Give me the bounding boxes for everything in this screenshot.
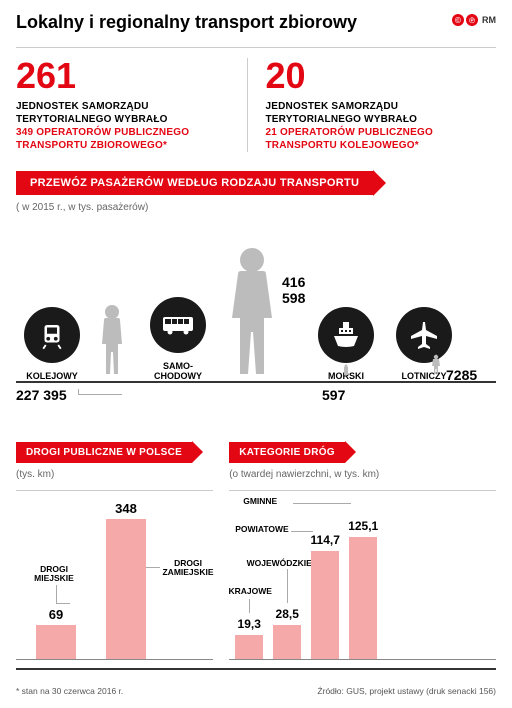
transport-banner: PRZEWÓZ PASAŻERÓW WEDŁUG RODZAJU TRANSPO… (16, 170, 496, 196)
bar-gmin: 125,1 GMINNE (349, 537, 377, 659)
stat-col-2: 20 JEDNOSTEK SAMORZĄDU TERYTORIALNEGO WY… (248, 58, 497, 152)
transport-item-rail: KOLEJOWY (16, 307, 88, 381)
top-stats: 261 JEDNOSTEK SAMORZĄDU TERYTORIALNEGO W… (16, 58, 496, 152)
person-figure-car: 416 598 (220, 246, 284, 381)
bar-miejskie: 69 DROGIMIEJSKIE (36, 625, 76, 659)
person-figure-rail (94, 304, 130, 381)
divider (16, 47, 496, 48)
rail-value: 227 395 (16, 387, 67, 403)
attribution: © ℗ RM (452, 14, 496, 26)
ship-icon (318, 307, 374, 363)
bar-zamiejskie: 348 DROGIZAMIEJSKIE (106, 519, 146, 659)
banner-arrow-icon (373, 170, 386, 196)
stat-number: 261 (16, 58, 235, 94)
sea-value: 597 (322, 387, 345, 403)
categories-chart: KATEGORIE DRÓG (o twardej nawierzchni, w… (229, 441, 496, 660)
copyright-badge: © (452, 14, 464, 26)
charts-row: DROGI PUBLICZNE W POLSCE (tys. km) 69 DR… (16, 441, 496, 660)
stat-label: JEDNOSTEK SAMORZĄDU TERYTORIALNEGO WYBRA… (266, 100, 485, 152)
transport-sub: ( w 2015 r., w tys. pasażerów) (16, 202, 496, 213)
stat-number: 20 (266, 58, 485, 94)
stat-col-1: 261 JEDNOSTEK SAMORZĄDU TERYTORIALNEGO W… (16, 58, 248, 152)
banner-arrow-icon (345, 441, 356, 463)
car-value: 416 598 (282, 274, 305, 306)
footnote-right: Źródło: GUS, projekt ustawy (druk senack… (317, 686, 496, 696)
banner-arrow-icon (192, 441, 203, 463)
plane-icon (396, 307, 452, 363)
transport-item-car: SAMO-CHODOWY (142, 297, 214, 381)
footnote-left: * stan na 30 czerwca 2016 r. (16, 686, 123, 696)
train-icon (24, 307, 80, 363)
p-badge: ℗ (466, 14, 478, 26)
roads-chart: DROGI PUBLICZNE W POLSCE (tys. km) 69 DR… (16, 441, 213, 660)
bus-icon (150, 297, 206, 353)
bar-pow: 114,7 POWIATOWE (311, 551, 339, 659)
page-title: Lokalny i regionalny transport zbiorowy (16, 12, 496, 33)
air-value: 7285 (446, 367, 477, 383)
person-figure-sea (342, 363, 350, 381)
author-initials: RM (482, 15, 496, 25)
transport-row: KOLEJOWY 227 395 SAMO-CHODOWY 416 598 MO… (16, 223, 496, 383)
bar-woj: 28,5 WOJEWÓDZKIE (273, 625, 301, 659)
person-figure-air (430, 354, 442, 381)
footer: * stan na 30 czerwca 2016 r. Źródło: GUS… (16, 680, 496, 696)
bar-krajowe: 19,3 KRAJOWE (235, 635, 263, 659)
stat-label: JEDNOSTEK SAMORZĄDU TERYTORIALNEGO WYBRA… (16, 100, 235, 152)
divider (16, 668, 496, 670)
